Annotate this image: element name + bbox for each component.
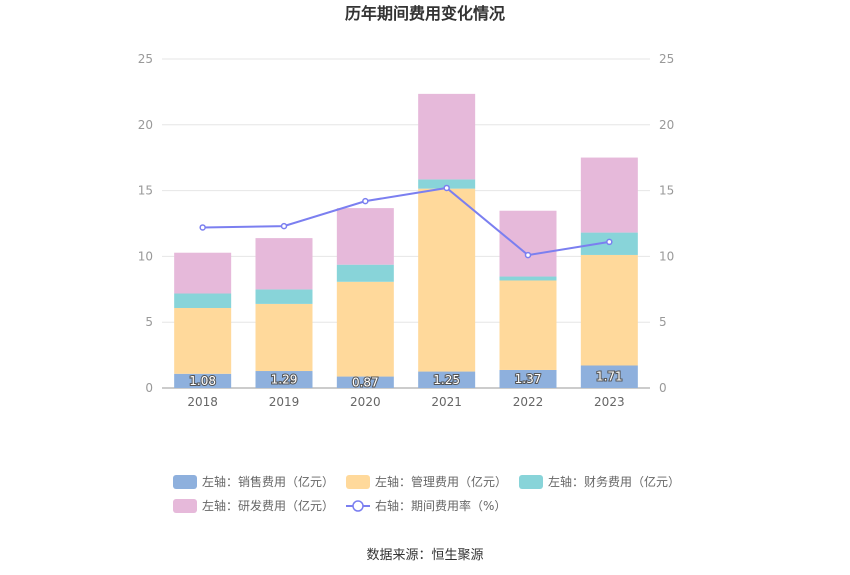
bar-segment[interactable] [418, 93, 476, 180]
bar-segment[interactable] [336, 264, 394, 282]
x-tick-label: 2020 [350, 395, 381, 409]
bar-segment[interactable] [580, 157, 638, 233]
bar-segment[interactable] [418, 188, 476, 372]
legend-swatch [519, 475, 543, 489]
line-point[interactable] [524, 251, 532, 259]
bar-segment[interactable] [418, 371, 476, 388]
x-tick-label: 2023 [594, 395, 625, 409]
x-tick-label: 2018 [187, 395, 218, 409]
left-tick-label: 15 [138, 184, 153, 198]
left-tick-label: 25 [138, 52, 153, 66]
right-tick-label: 5 [659, 315, 667, 329]
x-tick-label: 2021 [431, 395, 462, 409]
legend[interactable]: 左轴：销售费用（亿元） 左轴：管理费用（亿元） 左轴：财务费用（亿元） 左轴：研发费用… [173, 474, 680, 513]
left-tick-label: 20 [138, 118, 153, 132]
left-axis: 0 5 10 15 20 25 [138, 52, 153, 395]
legend-item[interactable]: 左轴：销售费用（亿元） [173, 474, 334, 489]
data-label: 1.08 [189, 374, 216, 388]
bar-segment[interactable] [174, 373, 232, 388]
legend-swatch-marker [352, 500, 364, 512]
line-path [202, 186, 610, 257]
right-tick-label: 0 [659, 381, 667, 395]
bar-segment[interactable] [499, 276, 557, 281]
legend-item[interactable]: 右轴：期间费用率（%） [346, 498, 506, 513]
bar-segment[interactable] [418, 179, 476, 189]
line-point[interactable] [606, 238, 613, 246]
right-tick-label: 25 [659, 52, 674, 66]
right-tick-label: 20 [659, 118, 674, 132]
grid-lines [162, 58, 650, 389]
bar-segment[interactable] [174, 307, 232, 374]
x-axis: 2018 2019 2020 2021 2022 2023 [187, 395, 624, 409]
right-axis: 0 5 10 15 20 25 [659, 52, 674, 395]
legend-item[interactable]: 左轴：研发费用（亿元） [173, 498, 334, 513]
x-tick-label: 2019 [269, 395, 300, 409]
left-tick-label: 10 [138, 249, 153, 263]
bar-segment[interactable] [580, 254, 638, 366]
bar-segment[interactable] [499, 280, 557, 370]
rate-line [199, 184, 613, 259]
legend-swatch [173, 499, 197, 513]
source-note: 数据来源：恒生聚源 [366, 548, 483, 563]
bar-segment[interactable] [174, 252, 232, 294]
chart-title: 历年期间费用变化情况 [345, 4, 505, 23]
legend-label: 右轴：期间费用率（%） [375, 498, 506, 513]
bar-segment[interactable] [174, 293, 232, 308]
legend-swatch [346, 475, 370, 489]
legend-label: 左轴：财务费用（亿元） [548, 474, 680, 489]
line-point[interactable] [199, 224, 206, 231]
bar-segment[interactable] [255, 371, 313, 388]
data-label: 1.25 [433, 373, 460, 387]
left-tick-label: 0 [145, 381, 153, 395]
line-point[interactable] [280, 222, 288, 230]
bar-segment[interactable] [499, 369, 557, 388]
legend-label: 左轴：管理费用（亿元） [375, 474, 507, 489]
bar-segment[interactable] [499, 210, 557, 277]
data-label: 1.71 [596, 370, 623, 384]
data-label: 1.29 [271, 373, 298, 387]
data-label: 1.37 [515, 372, 542, 386]
bar-segment[interactable] [580, 365, 638, 388]
bar-segment[interactable] [336, 208, 394, 265]
bar-stacks: 1.08 1.29 0.87 1.25 1.37 1.71 [174, 93, 638, 390]
legend-item[interactable]: 左轴：管理费用（亿元） [346, 474, 507, 489]
legend-swatch [173, 475, 197, 489]
bar-segment[interactable] [336, 376, 394, 388]
bar-segment[interactable] [255, 303, 313, 372]
line-point[interactable] [362, 197, 369, 205]
bar-segment[interactable] [255, 238, 313, 290]
legend-label: 左轴：销售费用（亿元） [202, 474, 334, 489]
bar-segment[interactable] [255, 289, 313, 304]
line-point[interactable] [443, 184, 450, 192]
x-tick-label: 2022 [513, 395, 544, 409]
data-label: 0.87 [352, 375, 379, 389]
right-tick-label: 15 [659, 184, 674, 198]
bar-segment[interactable] [336, 281, 394, 377]
left-tick-label: 5 [145, 315, 153, 329]
legend-item[interactable]: 左轴：财务费用（亿元） [519, 474, 680, 489]
right-tick-label: 10 [659, 249, 674, 263]
legend-label: 左轴：研发费用（亿元） [202, 498, 334, 513]
